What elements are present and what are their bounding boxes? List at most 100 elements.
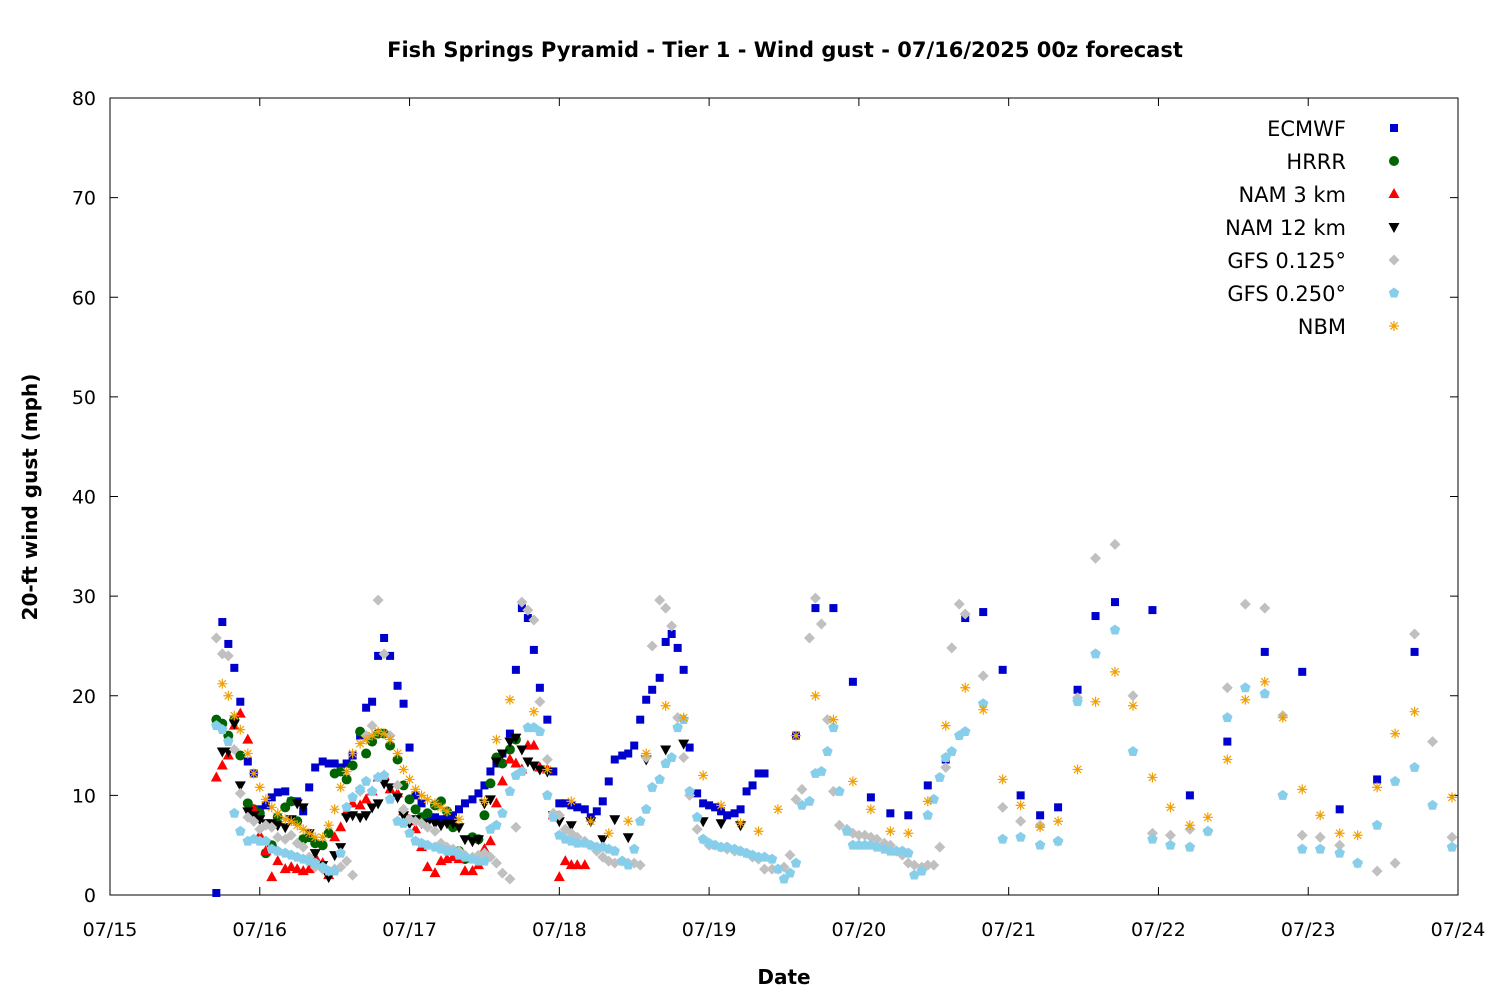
- ecmwf-point: [748, 781, 757, 790]
- gfs-0-250-point: [672, 722, 683, 733]
- nam-12-km-point: [609, 815, 621, 826]
- gfs-0-125-point: [341, 855, 353, 867]
- ecmwf-point: [1335, 805, 1344, 814]
- gfs-0-250-point: [834, 785, 845, 796]
- gfs-0-125-point: [784, 849, 796, 861]
- gfs-0-250-point: [1109, 624, 1121, 635]
- nbm-point: [491, 734, 502, 745]
- nbm-point: [1409, 706, 1420, 717]
- gfs-0-250-point: [260, 835, 271, 846]
- ecmwf-point: [829, 604, 838, 613]
- ecmwf-point: [230, 663, 239, 672]
- nbm-point: [1277, 712, 1288, 723]
- ecmwf-point: [480, 781, 489, 790]
- gfs-0-250-point: [609, 845, 620, 856]
- gfs-0-250-point: [341, 801, 352, 812]
- legend-marker-nbm: [1389, 321, 1399, 331]
- gfs-0-125-point: [429, 825, 441, 837]
- gfs-0-125-point: [522, 604, 534, 616]
- ecmwf-point: [610, 755, 619, 764]
- gfs-0-250-point: [1352, 857, 1363, 868]
- ecmwf-point: [754, 769, 763, 778]
- gfs-0-125-point: [997, 801, 1009, 813]
- nbm-point: [347, 748, 358, 759]
- ecmwf-point: [673, 643, 682, 652]
- nam-12-km-point: [504, 737, 516, 748]
- gfs-0-125-point: [809, 592, 821, 604]
- nam-12-km-point: [234, 781, 246, 792]
- nam-3-km-point: [429, 867, 441, 878]
- ecmwf-point: [474, 789, 483, 798]
- hrrr-point: [335, 766, 346, 777]
- gfs-0-125-point: [678, 752, 690, 764]
- x-tick-label: 07/18: [532, 919, 587, 941]
- hrrr-point: [286, 796, 297, 807]
- nbm-point: [242, 748, 253, 759]
- gfs-0-250-point: [903, 847, 914, 858]
- legend-label-ecmwf: ECMWF: [1267, 117, 1346, 141]
- nam-12-km-point: [496, 749, 508, 760]
- nbm-point: [1259, 676, 1270, 687]
- gfs-0-125-point: [248, 815, 260, 827]
- ecmwf-point: [362, 703, 371, 712]
- ecmwf-point: [604, 777, 613, 786]
- ecmwf-point: [342, 759, 351, 768]
- ecmwf-point: [405, 743, 414, 752]
- hrrr-point: [323, 828, 334, 839]
- nbm-point: [392, 748, 403, 759]
- gfs-0-125-point: [1127, 690, 1139, 702]
- ecmwf-point: [1185, 791, 1194, 800]
- ecmwf-point: [661, 637, 670, 646]
- gfs-0-250-point: [822, 746, 833, 756]
- hrrr-point: [341, 774, 352, 785]
- ecmwf-point: [699, 799, 708, 808]
- gfs-0-250-point: [497, 807, 508, 818]
- ecmwf-point: [311, 763, 320, 772]
- gfs-0-125-point: [1314, 831, 1326, 843]
- ecmwf-point: [618, 751, 627, 760]
- gfs-0-250-point: [534, 726, 546, 737]
- nbm-point: [903, 828, 914, 839]
- nam-12-km-point: [522, 757, 534, 768]
- ecmwf-point: [742, 787, 751, 796]
- nam-12-km-point: [528, 761, 540, 772]
- ecmwf-point: [454, 805, 463, 814]
- gfs-0-250-point: [766, 853, 778, 864]
- nbm-point: [1240, 694, 1251, 705]
- ecmwf-point: [318, 757, 327, 766]
- gfs-0-250-point: [329, 865, 340, 876]
- hrrr-point: [310, 838, 321, 849]
- x-tick-label: 07/21: [981, 919, 1036, 941]
- nbm-point: [385, 734, 396, 745]
- x-tick-label: 07/24: [1431, 919, 1486, 941]
- gfs-0-250-point: [491, 819, 502, 830]
- ecmwf-point: [561, 799, 570, 808]
- legend-label-hrrr: HRRR: [1286, 150, 1346, 174]
- nam-12-km-point: [323, 873, 335, 884]
- gfs-0-125-point: [528, 614, 540, 626]
- nbm-point: [355, 738, 366, 749]
- gfs-0-250-point: [772, 863, 784, 874]
- nbm-point: [1127, 700, 1138, 711]
- nam-3-km-point: [360, 793, 372, 804]
- y-tick-label: 70: [72, 188, 96, 210]
- gfs-0-250-point: [360, 775, 372, 786]
- ecmwf-point: [374, 651, 383, 660]
- nbm-point: [310, 832, 321, 843]
- ecmwf-point: [417, 799, 426, 808]
- gfs-0-250-point: [1202, 825, 1214, 836]
- nbm-point: [235, 724, 246, 735]
- legend-label-nbm: NBM: [1298, 315, 1346, 339]
- ecmwf-point: [443, 813, 451, 822]
- nbm-point: [329, 804, 340, 815]
- gfs-0-125-point: [803, 632, 815, 644]
- gfs-0-250-point: [646, 781, 658, 792]
- nbm-point: [1447, 792, 1458, 803]
- nbm-point: [1184, 820, 1195, 831]
- nbm-point: [323, 820, 334, 831]
- ecmwf-point: [243, 757, 252, 766]
- gfs-0-125-point: [222, 650, 234, 662]
- ecmwf-point: [511, 665, 520, 674]
- x-tick-label: 07/22: [1131, 919, 1186, 941]
- y-tick-label: 20: [72, 686, 96, 708]
